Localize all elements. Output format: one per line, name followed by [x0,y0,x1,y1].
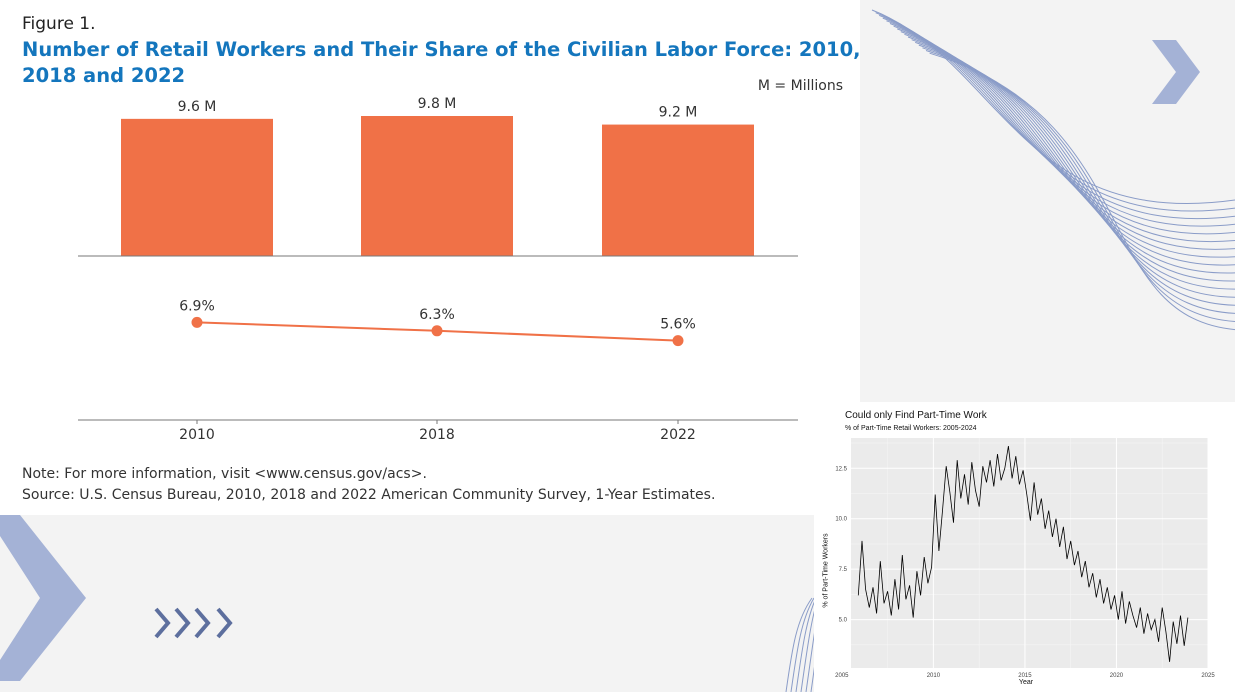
ts-x-tick-label: 2025 [1201,673,1215,679]
decor-wave-lines [871,9,1235,331]
ts-x-tick-label: 2020 [1110,673,1124,679]
share-value-label: 6.3% [419,307,455,323]
share-value-label: 6.9% [179,298,215,314]
share-point-2022 [672,335,684,347]
timeseries-panel: Could only Find Part-Time Work % of Part… [814,402,1235,692]
bar-2010 [121,118,273,256]
ts-y-tick-label: 7.5 [839,567,848,573]
large-chevron-top-right [1152,40,1200,104]
figure-title: Number of Retail Workers and Their Share… [22,38,861,87]
ts-y-tick-label: 5.0 [839,618,848,624]
ts-x-tick-label: 2015 [1018,673,1032,679]
ts-y-tick-label: 10.0 [835,517,847,523]
ts-x-tick-label: 2005 [835,673,849,679]
ts-series-line [857,446,1189,662]
large-chevron-bottom-left [0,515,86,681]
ts-plot-background [851,438,1208,668]
figure-source: Source: U.S. Census Bureau, 2010, 2018 a… [22,487,716,503]
ts-y-tick-label: 12.5 [835,466,847,472]
bar-2022 [602,124,754,256]
share-point-2010 [191,316,203,328]
wave-line-small [795,597,817,692]
bar-value-label: 9.6 M [178,99,217,115]
x-tick-label: 2022 [660,427,696,443]
timeseries-chart: 2005 2010 2015 2020 2025 5.0 7.5 10.0 12.5 [835,438,1215,679]
figure-label: Figure 1. [22,14,96,34]
figure1-panel: Figure 1. Number of Retail Workers and T… [0,0,861,515]
x-tick-label: 2018 [419,427,455,443]
bar-value-label: 9.8 M [418,96,457,112]
ts-title: Could only Find Part-Time Work [845,410,987,421]
units-note: M = Millions [757,78,843,94]
bar-2018 [361,116,513,256]
wave-line [929,52,1235,331]
bar-value-label: 9.2 M [659,105,698,121]
figure1-chart: 9.6 M 9.8 M 9.2 M 6.9% 6.3% 5.6% 2010 2018 202… [78,96,798,443]
figure-note: Note: For more information, visit <www.c… [22,466,427,482]
ts-x-axis-label: Year [1018,679,1034,686]
share-value-label: 5.6% [660,317,696,333]
wave-line-small [785,597,813,692]
share-point-2018 [431,325,443,337]
wave-line [871,9,1235,204]
x-tick-label: 2010 [179,427,215,443]
wave-line-small [790,597,815,692]
small-chevrons-row [154,607,233,639]
ts-x-tick-label: 2010 [927,673,941,679]
ts-subtitle: % of Part-Time Retail Workers: 2005-2024 [845,425,977,432]
